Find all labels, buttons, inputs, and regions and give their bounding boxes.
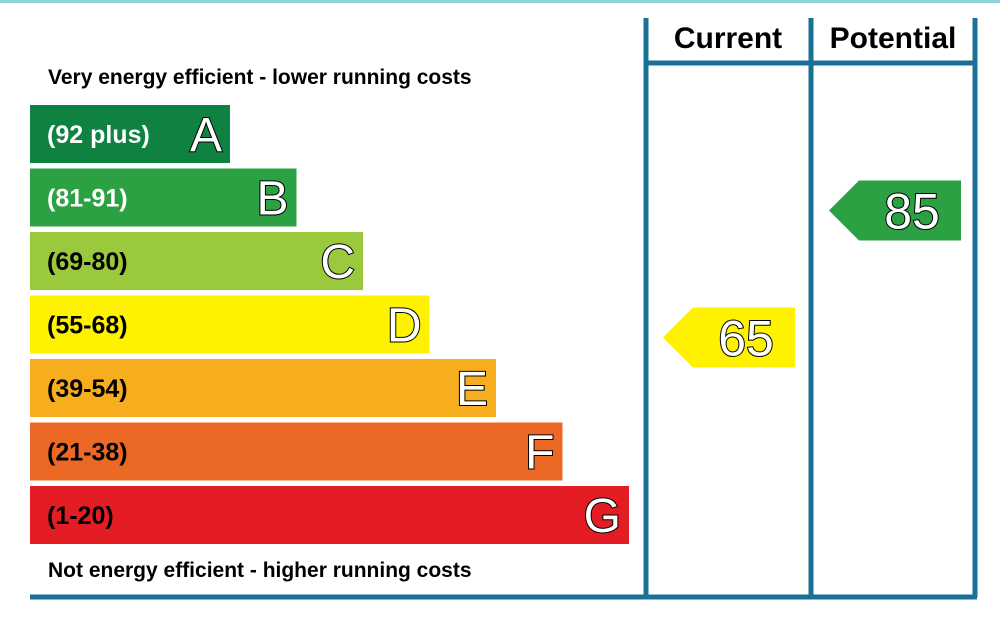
band-b-letter: B (256, 173, 288, 226)
current-pointer-arrow (663, 307, 795, 368)
rating-bands: (92 plus) A (81-91) B (69-80) C (55-68) D (39-54… (30, 105, 629, 544)
band-e-bar (30, 359, 496, 417)
current-column-header: Current (674, 22, 782, 55)
band-e: (39-54) E (30, 359, 496, 417)
band-a-letter: A (190, 109, 222, 162)
band-f-range: (21-38) (47, 439, 128, 467)
band-d: (55-68) D (30, 295, 430, 354)
band-d-letter: D (387, 300, 422, 353)
band-d-bar (30, 295, 430, 354)
band-f-bar (30, 422, 563, 481)
band-b-range: (81-91) (47, 185, 128, 213)
band-a: (92 plus) A (30, 105, 230, 163)
band-b: (81-91) B (30, 168, 297, 227)
potential-rating-pointer: 85 (829, 180, 961, 241)
band-g-letter: G (584, 490, 621, 543)
band-c-range: (69-80) (47, 248, 128, 276)
band-a-bar (30, 105, 230, 163)
current-rating-value: 65 (718, 311, 774, 367)
current-rating-pointer: 65 (663, 307, 795, 368)
band-c-letter: C (320, 236, 355, 289)
band-g-bar (30, 486, 629, 544)
band-d-range: (55-68) (47, 312, 128, 340)
band-b-bar (30, 168, 297, 227)
band-c-bar (30, 232, 363, 290)
bottom-caption: Not energy efficient - higher running co… (48, 559, 472, 582)
potential-column-header: Potential (830, 22, 957, 55)
rating-pointers: 65 85 (663, 180, 961, 368)
potential-pointer-arrow (829, 180, 961, 241)
band-e-letter: E (456, 363, 488, 416)
band-f-letter: F (525, 427, 554, 480)
top-caption: Very energy efficient - lower running co… (48, 66, 472, 89)
potential-rating-value: 85 (884, 184, 940, 240)
band-e-range: (39-54) (47, 375, 128, 403)
band-g-range: (1-20) (47, 502, 114, 530)
band-a-range: (92 plus) (47, 121, 150, 149)
band-c: (69-80) C (30, 232, 363, 290)
band-f: (21-38) F (30, 422, 563, 481)
band-g: (1-20) G (30, 486, 629, 544)
top-rule (0, 0, 1000, 3)
chart-frame (30, 18, 978, 600)
